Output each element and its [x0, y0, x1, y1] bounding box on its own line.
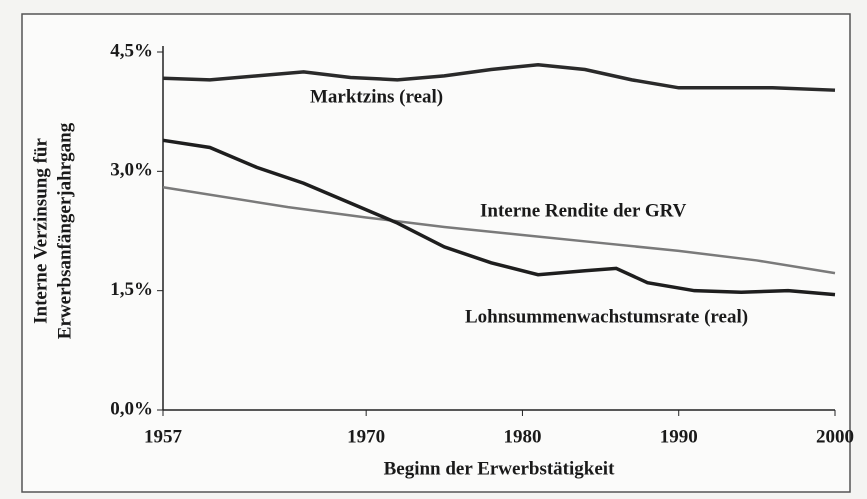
- x-tick-label: 1990: [660, 426, 698, 447]
- line-series: [162, 138, 836, 297]
- line-series: [162, 62, 836, 92]
- x-tick-label: 2000: [816, 426, 854, 447]
- x-tick-label: 1980: [503, 426, 541, 447]
- chart-frame: [21, 13, 851, 493]
- x-axis-label: Beginn der Erwerbstätigkeit: [384, 458, 615, 479]
- y-axis-label: Interne Verzinsung für: [30, 138, 51, 324]
- y-tick-label: 4,5%: [110, 40, 153, 61]
- y-tick-label: 3,0%: [110, 160, 153, 181]
- y-tick-label: 0,0%: [110, 398, 153, 419]
- y-tick-label: 1,5%: [110, 279, 153, 300]
- y-axis-label: Erwerbsanfängerjahrgang: [54, 122, 75, 339]
- series-label: Interne Rendite der GRV: [480, 200, 687, 221]
- series-label: Marktzins (real): [310, 86, 443, 107]
- series-label: Lohnsummenwachstumsrate (real): [465, 306, 748, 327]
- x-tick-label: 1957: [144, 426, 183, 447]
- x-tick-label: 1970: [347, 426, 385, 447]
- line-series: [162, 186, 836, 275]
